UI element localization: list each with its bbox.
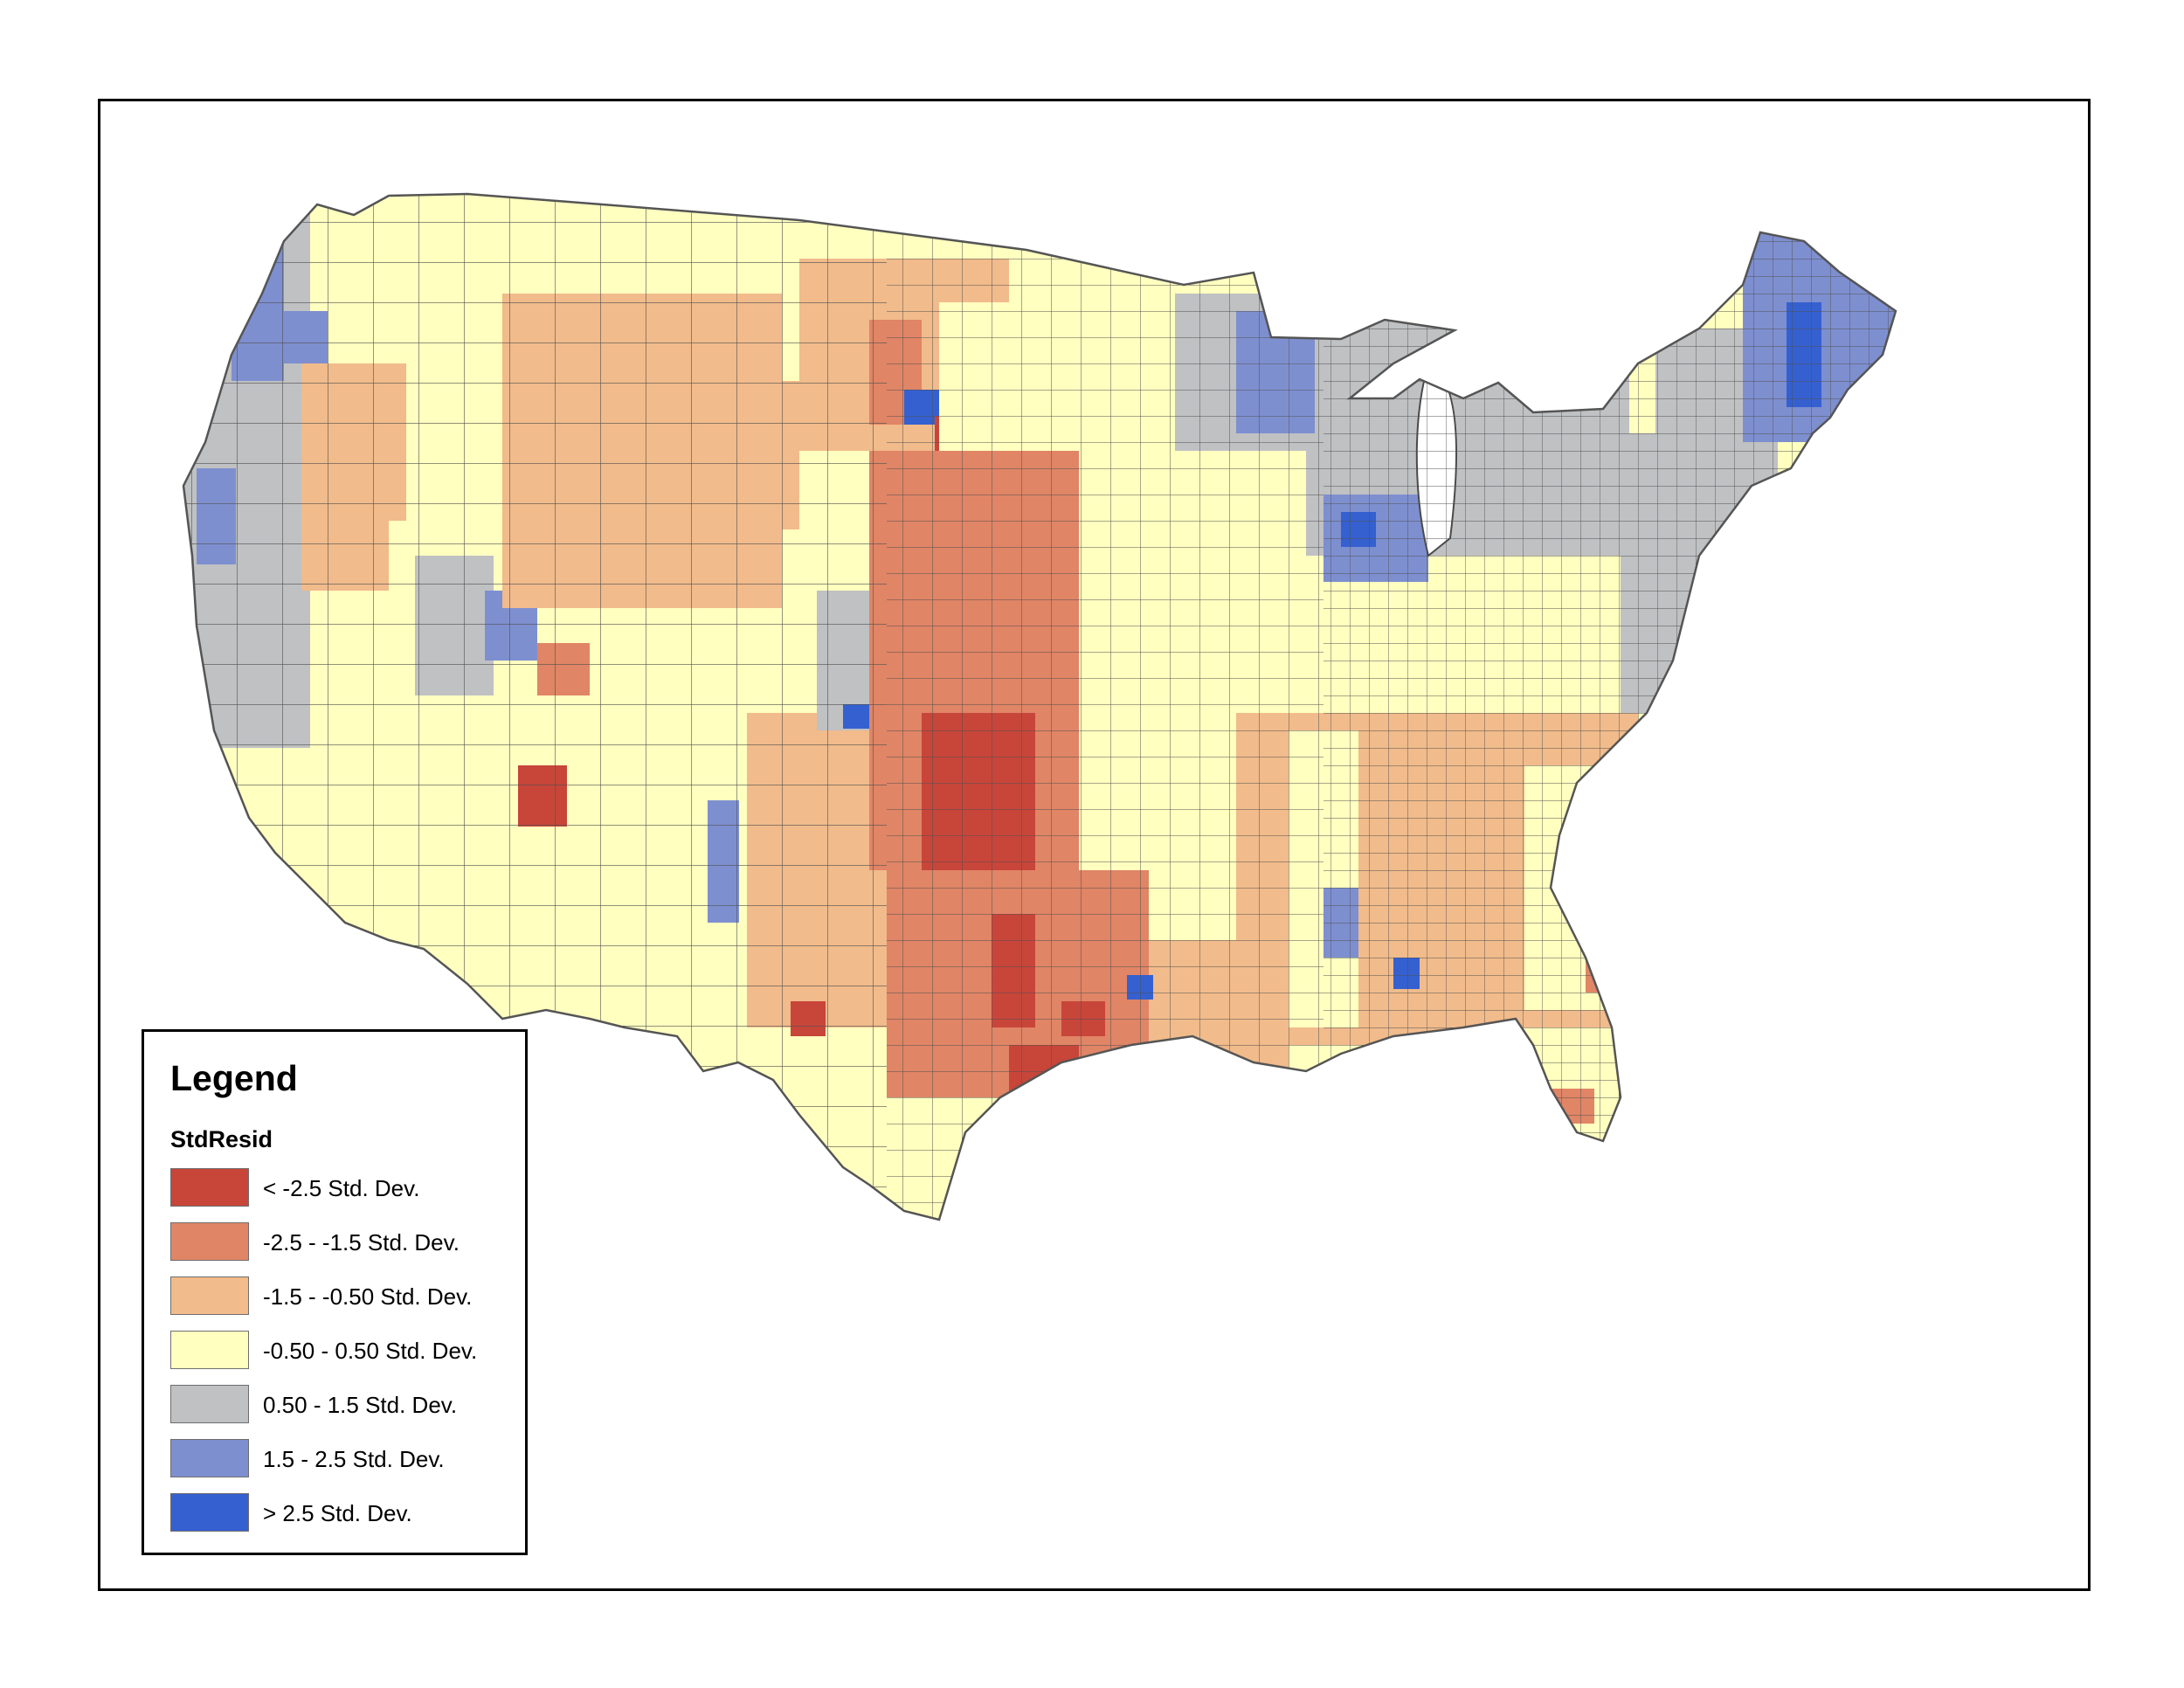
legend-swatch <box>170 1331 249 1369</box>
legend-label: -0.50 - 0.50 Std. Dev. <box>263 1338 478 1364</box>
legend-swatch <box>170 1222 249 1261</box>
legend-item: -0.50 - 0.50 Std. Dev. <box>170 1331 520 1371</box>
legend-item: -2.5 - -1.5 Std. Dev. <box>170 1222 520 1263</box>
legend-item: > 2.5 Std. Dev. <box>170 1493 520 1533</box>
us-outline <box>182 192 1897 1221</box>
legend-swatch <box>170 1168 249 1207</box>
legend-swatch <box>170 1439 249 1477</box>
legend-swatch <box>170 1276 249 1315</box>
legend-label: > 2.5 Std. Dev. <box>263 1500 412 1526</box>
legend-item: 1.5 - 2.5 Std. Dev. <box>170 1439 520 1479</box>
legend-field-name: StdResid <box>170 1126 273 1152</box>
legend-swatch <box>170 1493 249 1532</box>
legend-swatch <box>170 1385 249 1423</box>
legend-item: -1.5 - -0.50 Std. Dev. <box>170 1276 520 1317</box>
baltimore-red <box>1708 573 1743 617</box>
legend-item: < -2.5 Std. Dev. <box>170 1168 520 1208</box>
legend-label: < -2.5 Std. Dev. <box>263 1175 420 1201</box>
choropleth-map <box>182 192 1897 1221</box>
legend-label: -1.5 - -0.50 Std. Dev. <box>263 1283 473 1310</box>
map-frame: Legend StdResid < -2.5 Std. Dev. -2.5 - -… <box>98 99 2091 1591</box>
legend-box: Legend StdResid < -2.5 Std. Dev. -2.5 - -… <box>142 1029 528 1555</box>
legend-title: Legend <box>170 1058 298 1098</box>
legend-item: 0.50 - 1.5 Std. Dev. <box>170 1385 520 1425</box>
legend-label: -2.5 - -1.5 Std. Dev. <box>263 1229 460 1256</box>
delmarva-dark-blue <box>1743 591 1769 661</box>
legend-label: 0.50 - 1.5 Std. Dev. <box>263 1392 458 1418</box>
legend-label: 1.5 - 2.5 Std. Dev. <box>263 1446 445 1472</box>
rio-grande-gray <box>974 1150 1053 1220</box>
